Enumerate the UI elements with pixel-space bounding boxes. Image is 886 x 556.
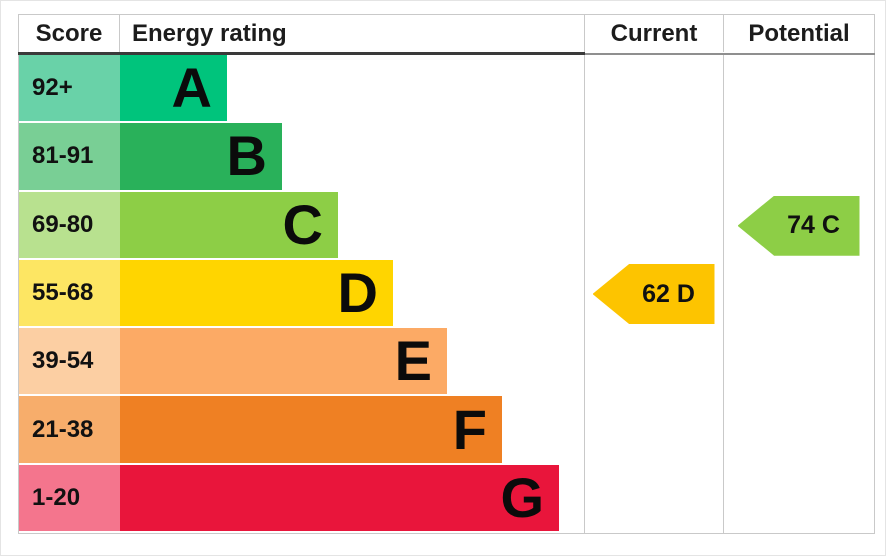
- band-row-c: 69-80 C: [19, 191, 874, 260]
- score-range-label: 21-38: [32, 415, 94, 443]
- score-range-cell: 81-91: [19, 123, 120, 190]
- score-range-label: 69-80: [32, 210, 94, 238]
- rating-bar-c: C: [120, 191, 338, 258]
- column-header-score: Score: [19, 15, 120, 52]
- score-range-cell: 92+: [19, 55, 120, 122]
- rating-letter: B: [226, 124, 267, 188]
- column-header-score-label: Score: [35, 19, 103, 47]
- rating-bar-g: G: [120, 464, 559, 531]
- score-range-label: 55-68: [32, 278, 94, 306]
- band-rows: 92+ A 81-91 B 69-80 C 55-68 D 39-54 E 21-38 F 1-20 G: [19, 55, 874, 533]
- band-row-g: 1-20 G: [19, 464, 874, 533]
- score-range-cell: 39-54: [19, 328, 120, 395]
- score-range-label: 1-20: [32, 483, 81, 511]
- rating-table: Score Energy rating Current Potential 92…: [18, 14, 875, 534]
- rating-bar-f: F: [120, 396, 502, 463]
- band-row-d: 55-68 D: [19, 259, 874, 328]
- rating-letter: F: [452, 397, 487, 461]
- rating-letter: A: [171, 56, 212, 120]
- current-rating-label: 62 D: [642, 279, 695, 308]
- score-range-cell: 21-38: [19, 396, 120, 463]
- band-row-a: 92+ A: [19, 55, 874, 123]
- rating-bar-d: D: [120, 259, 393, 327]
- rating-letter: E: [394, 329, 432, 393]
- column-header-energy-rating-label: Energy rating: [132, 19, 287, 47]
- rating-letter: D: [337, 260, 378, 324]
- potential-rating-label: 74 C: [787, 211, 840, 240]
- score-range-label: 81-91: [32, 142, 94, 170]
- band-row-f: 21-38 F: [19, 396, 874, 464]
- rating-letter: C: [282, 192, 323, 256]
- band-row-b: 81-91 B: [19, 123, 874, 191]
- column-header-energy-rating: Energy rating: [120, 15, 584, 52]
- rating-letter: G: [500, 465, 544, 529]
- column-header-current-label: Current: [610, 19, 698, 47]
- rating-bar-a: A: [120, 55, 227, 122]
- score-range-label: 39-54: [32, 347, 94, 375]
- current-column-divider: [584, 55, 585, 533]
- band-row-e: 39-54 E: [19, 328, 874, 396]
- rating-bar-e: E: [120, 328, 447, 395]
- header-underline-light: [585, 53, 875, 55]
- table-header: Score Energy rating Current Potential: [19, 15, 874, 52]
- score-range-label: 92+: [32, 74, 73, 102]
- column-header-current: Current: [584, 15, 723, 52]
- score-range-cell: 55-68: [19, 259, 120, 327]
- rating-bar-b: B: [120, 123, 282, 190]
- header-underline-dark: [18, 52, 585, 55]
- column-header-potential-label: Potential: [748, 19, 850, 47]
- column-header-potential: Potential: [723, 15, 874, 52]
- score-range-cell: 1-20: [19, 464, 120, 531]
- potential-column-divider: [723, 55, 724, 533]
- score-range-cell: 69-80: [19, 191, 120, 258]
